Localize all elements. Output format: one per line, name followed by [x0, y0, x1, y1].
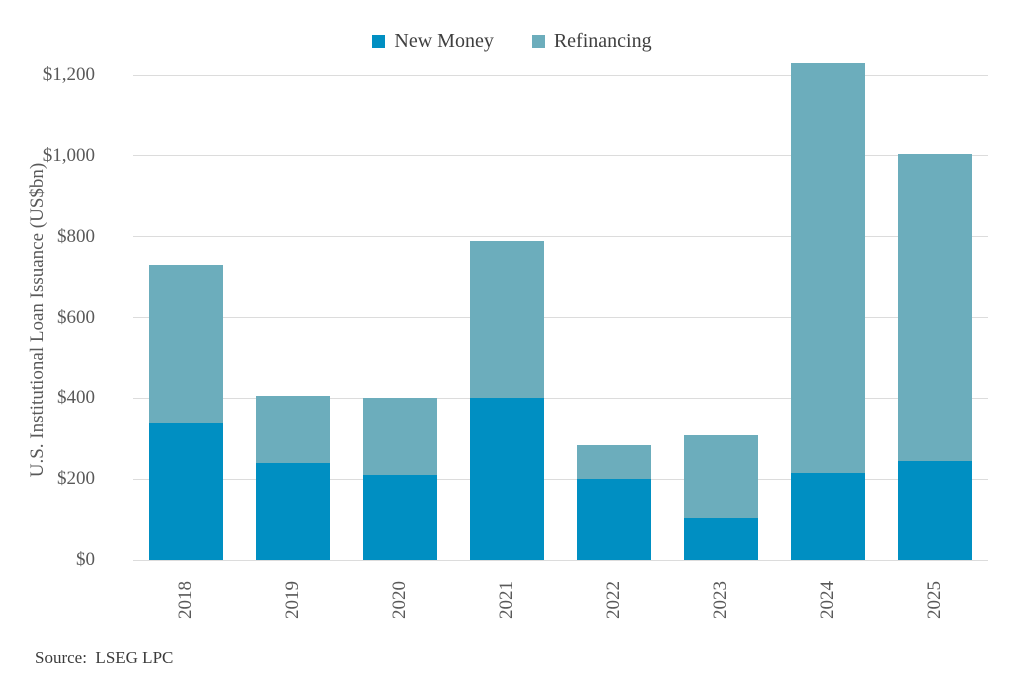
- bar-segment-new-money-2018: [149, 422, 224, 560]
- x-axis-tick-label: 2024: [816, 581, 838, 619]
- gridline: [133, 397, 988, 399]
- y-axis-tick-label: $600: [57, 306, 95, 328]
- gridline: [133, 559, 988, 561]
- gridline: [133, 236, 988, 238]
- y-axis-tick-label: $0: [76, 549, 95, 570]
- x-axis-tick-label: 2023: [709, 581, 731, 619]
- y-axis-tick-label: $1,200: [42, 64, 95, 85]
- bar-segment-new-money-2023: [683, 517, 758, 560]
- gridline: [133, 74, 988, 76]
- bar-segment-refinancing-2020: [363, 398, 438, 476]
- bar-segment-new-money-2022: [576, 479, 651, 560]
- bar-segment-new-money-2019: [256, 463, 331, 560]
- bar-segment-new-money-2024: [790, 473, 865, 560]
- x-axis-tick-label: 2021: [496, 581, 518, 619]
- bar-segment-new-money-2021: [470, 398, 545, 560]
- bar-segment-new-money-2020: [363, 475, 438, 560]
- legend-item-new-money: New Money: [372, 30, 494, 53]
- refinancing-swatch-icon: [531, 35, 545, 48]
- legend-label-refinancing: Refinancing: [553, 30, 652, 52]
- x-axis-tick-label: 2018: [175, 581, 197, 619]
- x-axis-tick-label: 2019: [282, 581, 304, 619]
- gridline: [133, 478, 988, 480]
- chart-legend: New Money Refinancing: [0, 30, 1024, 53]
- bar-segment-refinancing-2023: [683, 434, 758, 518]
- y-axis-tick-label: $1,000: [42, 144, 95, 166]
- bar-segment-new-money-2025: [897, 460, 972, 560]
- legend-item-refinancing: Refinancing: [531, 30, 652, 53]
- y-axis-tick-label: $400: [57, 387, 95, 409]
- bar-segment-refinancing-2025: [897, 153, 972, 461]
- legend-label-new-money: New Money: [394, 30, 494, 52]
- bar-segment-refinancing-2024: [790, 62, 865, 474]
- x-axis-tick-label: 2020: [389, 581, 411, 619]
- y-axis-tick-label: $200: [57, 468, 95, 490]
- bar-segment-refinancing-2022: [576, 444, 651, 480]
- new-money-swatch-icon: [372, 35, 386, 48]
- bar-segment-refinancing-2019: [256, 396, 331, 463]
- gridline: [133, 155, 988, 157]
- bar-segment-refinancing-2021: [470, 240, 545, 399]
- gridline: [133, 317, 988, 318]
- bar-segment-refinancing-2018: [149, 264, 224, 423]
- x-axis-tick-label: 2025: [923, 581, 945, 619]
- x-axis-tick-label: 2022: [602, 581, 624, 619]
- y-axis-tick-label: $800: [57, 225, 95, 247]
- source-note: Source: LSEG LPC: [35, 648, 174, 667]
